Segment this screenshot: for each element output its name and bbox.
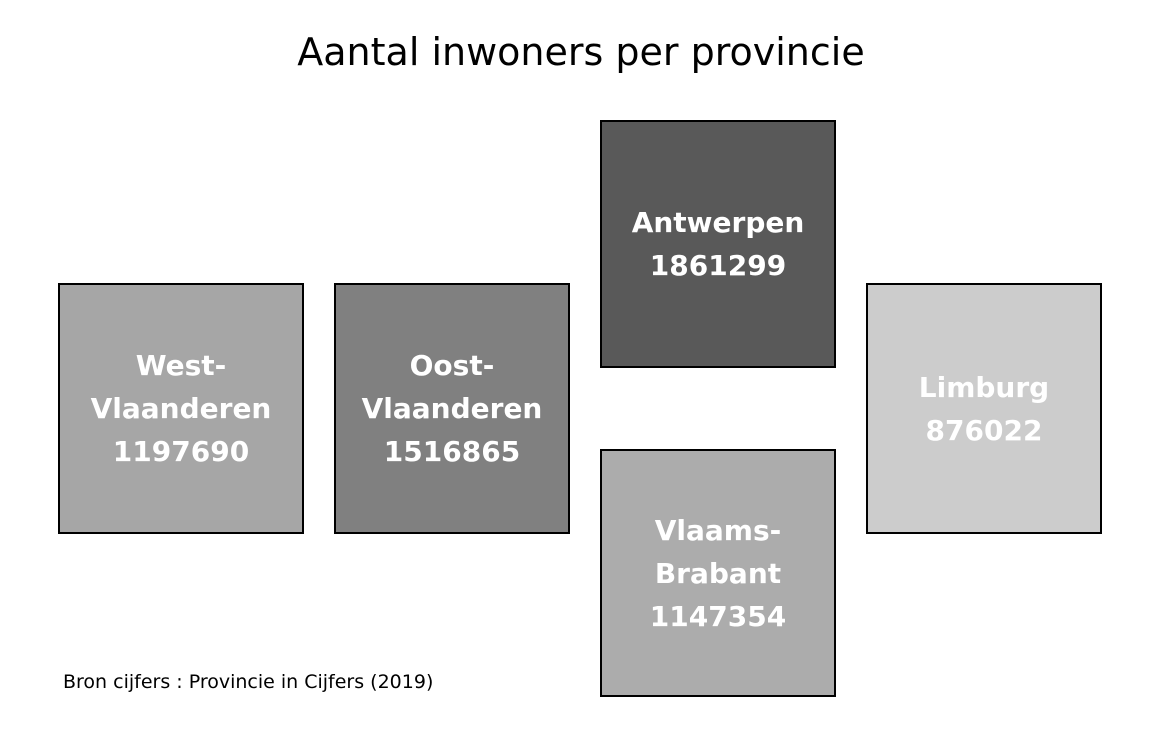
page-title: Aantal inwoners per provincie: [297, 30, 865, 74]
province-name: Vlaams- Brabant: [654, 513, 782, 590]
province-name: Oost- Vlaanderen: [361, 349, 543, 425]
province-population: 1147354: [649, 599, 787, 633]
province-population: 1516865: [383, 435, 521, 468]
province-tile-antwerpen: Antwerpen 1861299: [600, 120, 836, 368]
province-name: Limburg: [918, 370, 1050, 404]
province-tile-oost-vlaanderen: Oost- Vlaanderen 1516865: [334, 283, 570, 534]
province-population: 1861299: [649, 249, 787, 282]
province-population: 876022: [925, 413, 1043, 447]
province-tile-vlaams-brabant: Vlaams- Brabant 1147354: [600, 449, 836, 697]
province-name: Antwerpen: [631, 206, 805, 239]
province-tile-west-vlaanderen: West- Vlaanderen 1197690: [58, 283, 304, 534]
province-population: 1197690: [112, 435, 250, 468]
source-note: Bron cijfers : Provincie in Cijfers (201…: [63, 671, 434, 693]
province-name: West- Vlaanderen: [90, 349, 272, 425]
province-tile-limburg: Limburg 876022: [866, 283, 1102, 534]
